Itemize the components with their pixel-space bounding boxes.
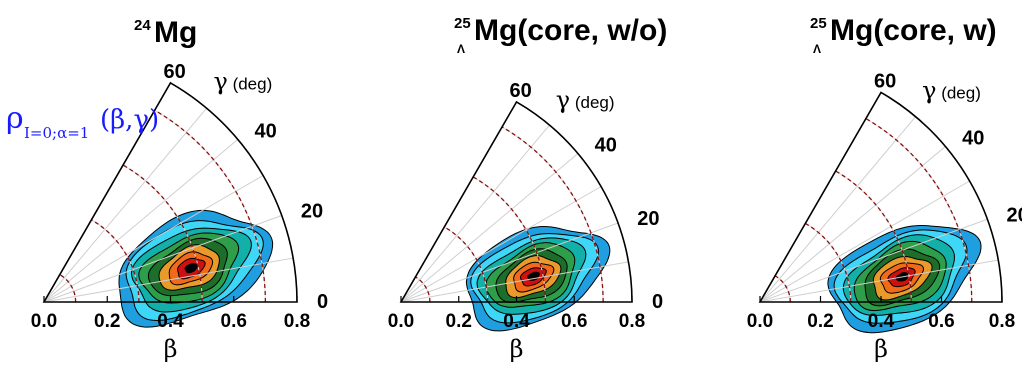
gamma-grid-line [759, 146, 946, 303]
panel-title: 24 Mg [134, 16, 197, 49]
gamma-grid-line [759, 180, 970, 303]
beta-tick-label: 0.6 [928, 311, 954, 332]
rho-subscript: I=0;α=1 [24, 124, 89, 142]
gamma-grid-line [400, 186, 602, 303]
gamma-axis-label: γ (deg) [214, 67, 273, 95]
beta-tick-label: 0.4 [157, 311, 184, 332]
gamma-grid-line [43, 214, 282, 303]
beta-tick-label: 0.0 [388, 311, 414, 332]
beta-tick-label: 0.6 [221, 311, 247, 332]
title-text: Mg [154, 16, 197, 49]
beta-grid-arc [472, 176, 546, 303]
gamma-tick-label: 60 [874, 70, 896, 92]
contour-level-9 [184, 263, 199, 274]
beta-tick-label: 0.8 [619, 311, 645, 332]
beta-tick-label: 0.6 [561, 311, 587, 332]
gamma-axis-label: γ (deg) [922, 77, 981, 105]
panel-1: 0.0 0.2 0.4 0.6 0.8 β 0 20 40 60 γ (deg) 24 Mg [31, 16, 328, 363]
gamma-grid-line [759, 218, 988, 303]
gamma-tick-label: 20 [637, 208, 659, 230]
beta-axis-label: β [164, 335, 178, 363]
beta-tick-label: 0.2 [446, 311, 472, 332]
gamma-grid-line [759, 116, 916, 303]
density-annotation: ρ I=0;α=1 (β,γ) [6, 101, 159, 142]
beta-tick-label: 0.8 [284, 311, 310, 332]
gamma-tick-label: 0 [317, 291, 328, 313]
contour-map [827, 224, 982, 334]
beta-dashed-arc [865, 118, 973, 303]
panel-2: 0.0 0.2 0.4 0.6 0.8 β 0 20 40 60 γ (deg) 25 Λ Mg(core… [388, 14, 668, 363]
gamma-axis-label: γ (deg) [556, 86, 615, 114]
gamma-tick-label: 40 [255, 120, 277, 142]
gamma-grid-line [400, 124, 550, 303]
gamma-tick-label: 40 [595, 135, 617, 157]
beta-dashed-arc [91, 219, 140, 303]
gamma-grid-line [400, 153, 579, 303]
title-superscript: 24 [134, 17, 151, 34]
gamma-grid-line [43, 257, 294, 303]
sector-outline [42, 81, 298, 303]
beta-tick-label: 0.0 [31, 311, 57, 332]
title-text: Mg(core, w) [830, 14, 997, 47]
beta-tick-label: 0.2 [807, 311, 833, 332]
gamma-tick-label: 40 [962, 127, 984, 149]
beta-dashed-arc [501, 126, 604, 303]
beta-dashed-arc [805, 222, 852, 303]
beta-grid-arc [122, 164, 203, 303]
title-superscript: 25 [454, 15, 471, 32]
beta-dashed-arc [415, 276, 431, 303]
rho-symbol: ρ [6, 101, 24, 136]
contour-map [465, 225, 611, 332]
beta-axis-label: β [510, 335, 524, 363]
title-text: Mg(core, w/o) [474, 14, 667, 47]
contour-map [118, 209, 274, 328]
beta-tick-label: 0.8 [989, 311, 1015, 332]
beta-dashed-arc [154, 109, 267, 303]
gamma-grid-line [43, 107, 208, 303]
gamma-tick-label: 20 [1007, 204, 1022, 226]
beta-tick-label: 0.4 [868, 311, 895, 332]
title-lambda-subscript: Λ [813, 42, 821, 56]
beta-dashed-arc [835, 170, 912, 303]
beta-dashed-arc [59, 274, 77, 303]
beta-tick-label: 0.0 [747, 311, 773, 332]
gamma-grid-line [400, 222, 619, 303]
rho-argument: (β,γ) [100, 105, 159, 135]
title-superscript: 25 [810, 15, 827, 32]
gamma-tick-label: 60 [164, 61, 186, 83]
beta-axis-label: β [874, 335, 888, 363]
beta-tick-label: 0.4 [503, 311, 530, 332]
gamma-tick-label: 0 [652, 291, 663, 313]
gamma-tick-label: 20 [301, 201, 323, 223]
gamma-tick-label: 60 [510, 80, 532, 102]
gamma-grid-line [759, 259, 999, 303]
beta-dashed-arc [774, 275, 791, 303]
beta-dashed-arc [443, 226, 489, 303]
gamma-grid-line [400, 261, 629, 303]
beta-tick-label: 0.2 [94, 311, 120, 332]
gamma-grid-line [43, 138, 239, 303]
sector-outline [399, 100, 633, 303]
title-lambda-subscript: Λ [457, 42, 465, 56]
panel-title: 25 Λ Mg(core, w) [810, 14, 997, 56]
gamma-grid-line [43, 175, 264, 303]
sector-outline [758, 91, 1003, 303]
panel-title: 25 Λ Mg(core, w/o) [454, 14, 667, 56]
